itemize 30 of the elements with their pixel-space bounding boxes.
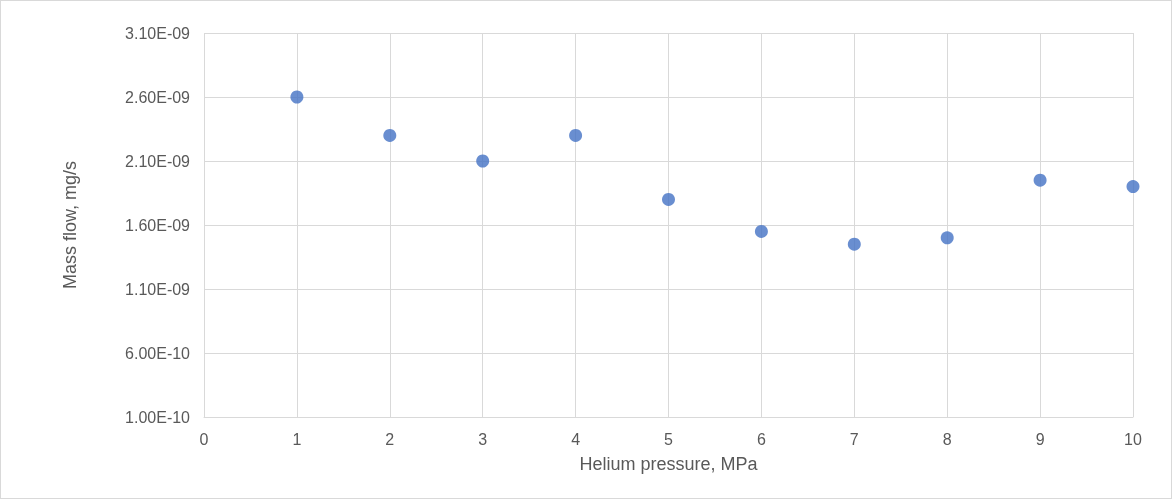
point: [940, 231, 954, 245]
point: [1033, 173, 1047, 187]
point: [476, 154, 490, 168]
point: [290, 90, 304, 104]
x-tick-label: 8: [942, 430, 952, 448]
point: [569, 128, 583, 142]
y-axis-title: Mass flow, mg/s: [60, 160, 80, 290]
y-tick-label: 2.10E-09: [125, 152, 191, 170]
y-tick-label: 1.00E-10: [125, 408, 191, 426]
x-tick-label: 10: [1124, 430, 1142, 448]
y-tick-label: 3.10E-09: [125, 24, 191, 42]
point: [383, 128, 397, 142]
y-tick-label: 6.00E-10: [125, 344, 191, 362]
x-tick-label: 2: [385, 430, 395, 448]
x-tick-label: 9: [1035, 430, 1045, 448]
x-tick-label: 5: [664, 430, 674, 448]
y-tick-label: 2.60E-09: [125, 88, 191, 106]
x-tick-label: 1: [292, 430, 302, 448]
x-tick-label: 7: [849, 430, 859, 448]
x-tick-label: 4: [571, 430, 581, 448]
x-tick-label: 6: [756, 430, 766, 448]
point: [847, 237, 861, 251]
y-tick-label: 1.10E-09: [125, 280, 191, 298]
point: [662, 192, 675, 206]
x-tick-label: 3: [478, 430, 488, 448]
x-axis-title: Helium pressure, MPa: [579, 454, 759, 474]
y-tick-label: 1.60E-09: [125, 216, 191, 234]
x-tick-label: 0: [199, 430, 209, 448]
point: [754, 224, 768, 238]
point: [1126, 180, 1140, 194]
